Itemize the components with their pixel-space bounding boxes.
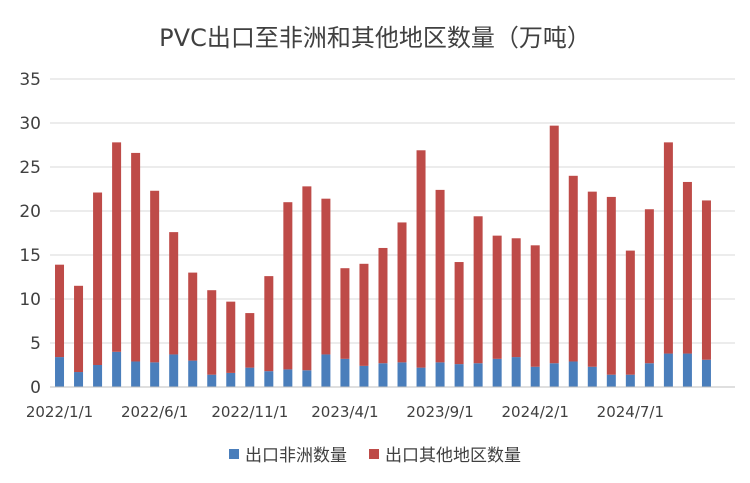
- bar-other: [644, 209, 654, 364]
- bar-other: [530, 245, 540, 367]
- bar-other: [625, 250, 635, 375]
- bar-other: [112, 142, 122, 352]
- bar-other: [188, 272, 198, 361]
- bar-other: [663, 142, 673, 354]
- bar-africa: [74, 372, 84, 387]
- y-tick-label: 20: [19, 202, 41, 222]
- bar-africa: [150, 362, 160, 387]
- bar-other: [359, 263, 369, 366]
- chart-legend: 出口非洲数量 出口其他地区数量: [0, 441, 750, 466]
- x-tick-label: 2023/9/1: [406, 403, 473, 421]
- legend-item-africa: 出口非洲数量: [229, 441, 347, 466]
- bar-africa: [644, 363, 654, 387]
- bar-africa: [302, 370, 312, 387]
- bar-other: [397, 222, 407, 363]
- bar-africa: [264, 371, 274, 387]
- y-tick-label: 30: [19, 114, 41, 134]
- bar-africa: [245, 367, 255, 387]
- bar-other: [169, 232, 179, 355]
- bar-africa: [473, 363, 483, 387]
- bar-other: [283, 202, 293, 370]
- bar-africa: [112, 351, 122, 387]
- bar-africa: [321, 354, 331, 387]
- bar-africa: [530, 366, 540, 387]
- bar-africa: [701, 359, 711, 387]
- bar-africa: [169, 354, 179, 387]
- bar-africa: [226, 372, 236, 387]
- y-tick-label: 5: [30, 334, 41, 354]
- bar-other: [340, 268, 350, 359]
- bar-africa: [454, 364, 464, 387]
- bar-other: [264, 276, 274, 372]
- legend-swatch-africa: [229, 448, 239, 459]
- legend-swatch-other: [369, 448, 379, 459]
- bar-africa: [131, 361, 141, 387]
- x-tick-label: 2024/2/1: [502, 403, 569, 421]
- bar-other: [435, 189, 445, 363]
- bar-other: [587, 191, 597, 367]
- bar-africa: [511, 357, 521, 387]
- y-tick-label: 25: [19, 158, 41, 178]
- x-tick-label: 2022/11/1: [211, 403, 288, 421]
- bar-other: [55, 264, 65, 358]
- bar-other: [701, 200, 711, 360]
- bar-other: [302, 186, 312, 371]
- bar-other: [454, 262, 464, 365]
- bar-africa: [568, 361, 578, 387]
- bar-africa: [416, 367, 426, 387]
- bar-other: [511, 238, 521, 358]
- x-tick-label: 2022/6/1: [121, 403, 188, 421]
- bar-other: [321, 198, 331, 355]
- bar-other: [245, 313, 255, 368]
- x-tick-label: 2023/4/1: [311, 403, 378, 421]
- legend-item-other: 出口其他地区数量: [369, 441, 521, 466]
- bar-africa: [397, 362, 407, 387]
- bar-africa: [435, 362, 445, 387]
- bar-africa: [359, 365, 369, 387]
- bar-other: [74, 285, 84, 373]
- legend-label-africa: 出口非洲数量: [245, 446, 347, 466]
- x-tick-label: 2024/7/1: [597, 403, 664, 421]
- bar-other: [682, 181, 692, 354]
- bar-other: [606, 196, 616, 375]
- bar-other: [568, 175, 578, 362]
- y-tick-label: 0: [30, 378, 41, 398]
- bar-africa: [549, 363, 559, 387]
- bar-africa: [587, 366, 597, 387]
- bar-africa: [606, 374, 616, 387]
- y-tick-label: 35: [19, 70, 41, 90]
- bar-africa: [283, 369, 293, 387]
- bar-africa: [207, 374, 217, 387]
- bar-other: [549, 125, 559, 364]
- legend-label-other: 出口其他地区数量: [385, 446, 521, 466]
- x-tick-label: 2022/1/1: [26, 403, 93, 421]
- bar-africa: [625, 374, 635, 387]
- bar-other: [93, 192, 103, 365]
- bar-africa: [682, 353, 692, 387]
- bar-africa: [55, 357, 65, 387]
- bar-other: [492, 235, 502, 359]
- bar-africa: [340, 358, 350, 387]
- bar-other: [416, 150, 426, 368]
- bar-africa: [93, 365, 103, 387]
- bar-africa: [492, 358, 502, 387]
- bar-africa: [378, 363, 388, 387]
- bar-africa: [188, 360, 198, 387]
- bar-other: [207, 290, 217, 375]
- bar-africa: [663, 353, 673, 387]
- y-tick-label: 10: [19, 290, 41, 310]
- bar-other: [226, 301, 236, 373]
- bar-other: [131, 152, 141, 362]
- bar-other: [473, 216, 483, 364]
- y-tick-label: 15: [19, 246, 41, 266]
- bar-other: [150, 190, 160, 363]
- chart-title: PVC出口至非洲和其他地区数量（万吨）: [159, 24, 591, 52]
- bar-other: [378, 247, 388, 364]
